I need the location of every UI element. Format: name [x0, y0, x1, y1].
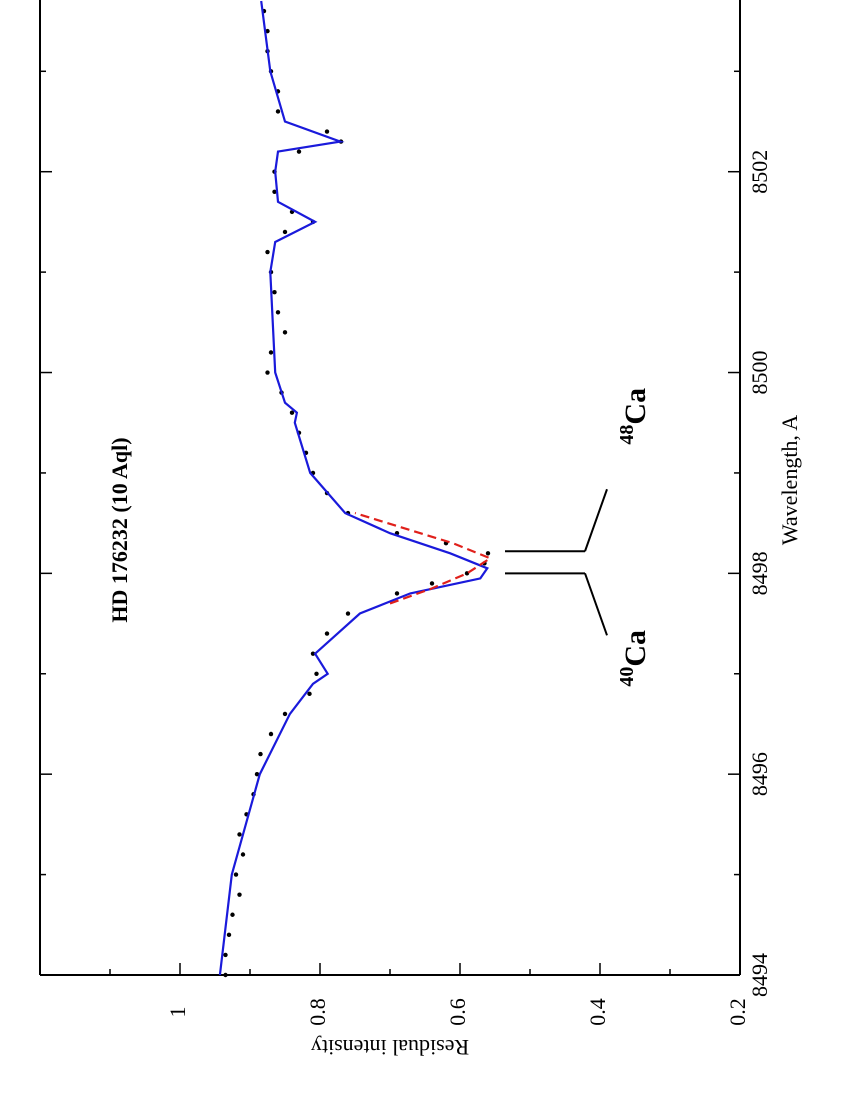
data-point: [240, 852, 246, 857]
data-point: [314, 671, 319, 676]
data-point: [282, 330, 288, 335]
plot-frame: [39, 0, 741, 976]
data-point: [265, 28, 270, 34]
y-tick-label: 0.8: [305, 998, 330, 1026]
data-point: [429, 581, 435, 586]
data-point: [233, 872, 239, 877]
y-axis-title: Residual intensity: [311, 1035, 469, 1060]
y-tick-label: 0.6: [445, 998, 470, 1026]
series-line: [218, 0, 489, 976]
data-point: [296, 149, 302, 154]
data-point: [272, 289, 277, 295]
isotope-element: Ca: [619, 388, 652, 425]
data-point: [223, 972, 228, 978]
data-point: [345, 611, 351, 616]
isotope-mass: 40: [616, 667, 638, 687]
isotope-element: Ca: [619, 630, 652, 667]
x-tick-label: 8498: [747, 551, 772, 595]
isotope-leader: [584, 573, 608, 636]
y-tick-label: 0.4: [585, 998, 610, 1026]
data-point: [275, 109, 281, 114]
x-tick-label: 8500: [747, 351, 772, 395]
isotope-label: 48Ca: [616, 388, 652, 445]
data-point: [282, 229, 288, 235]
data-point: [254, 771, 260, 777]
data-point: [324, 129, 330, 134]
x-axis-title: Wavelength, A: [777, 415, 802, 545]
data-point: [394, 591, 400, 596]
data-point: [485, 551, 491, 556]
data-point: [230, 912, 235, 917]
y-tick-label: 0.2: [725, 998, 750, 1026]
y-tick-label: 1: [165, 1007, 190, 1018]
data-point: [275, 310, 281, 315]
data-point: [226, 932, 232, 938]
data-point: [272, 189, 277, 194]
series-line: [354, 512, 493, 605]
data-point: [282, 711, 288, 717]
data-point: [265, 249, 270, 255]
x-tick-label: 8494: [747, 953, 772, 997]
data-point: [324, 631, 330, 636]
chart-title: HD 176232 (10 Aql): [107, 437, 132, 622]
isotope-label: 40Ca: [616, 630, 652, 687]
x-tick-label: 8496: [747, 752, 772, 796]
data-point: [289, 410, 295, 415]
isotope-mass: 48: [616, 425, 638, 445]
isotope-leader: [584, 488, 608, 552]
data-point: [237, 892, 242, 897]
data-point: [223, 952, 228, 958]
x-tick-label: 8502: [747, 150, 772, 194]
data-point: [268, 350, 274, 355]
data-point: [310, 651, 316, 656]
data-point: [307, 691, 312, 697]
data-point: [268, 731, 274, 737]
data-point: [258, 751, 263, 757]
data-point: [265, 370, 270, 375]
data-point: [237, 832, 242, 837]
